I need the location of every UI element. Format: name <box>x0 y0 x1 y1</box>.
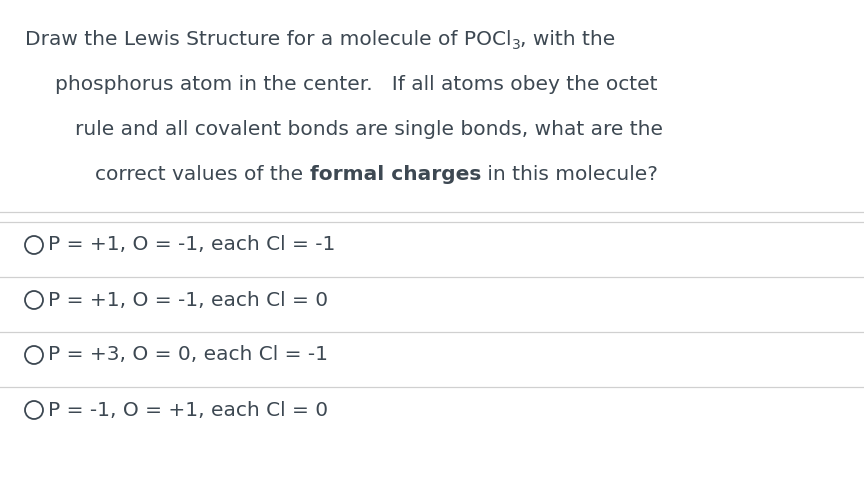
Text: Draw the Lewis Structure for a molecule of POCl: Draw the Lewis Structure for a molecule … <box>25 30 511 49</box>
Text: correct values of the: correct values of the <box>95 165 309 184</box>
Text: P = +3, O = 0, each Cl = -1: P = +3, O = 0, each Cl = -1 <box>48 346 328 364</box>
Text: P = -1, O = +1, each Cl = 0: P = -1, O = +1, each Cl = 0 <box>48 400 328 419</box>
Text: phosphorus atom in the center.   If all atoms obey the octet: phosphorus atom in the center. If all at… <box>55 75 658 94</box>
Text: , with the: , with the <box>520 30 615 49</box>
Text: P = +1, O = -1, each Cl = -1: P = +1, O = -1, each Cl = -1 <box>48 236 335 255</box>
Text: 3: 3 <box>511 38 520 52</box>
Text: P = +1, O = -1, each Cl = 0: P = +1, O = -1, each Cl = 0 <box>48 290 328 310</box>
Text: in this molecule?: in this molecule? <box>481 165 658 184</box>
Text: rule and all covalent bonds are single bonds, what are the: rule and all covalent bonds are single b… <box>75 120 663 139</box>
Text: formal charges: formal charges <box>309 165 481 184</box>
